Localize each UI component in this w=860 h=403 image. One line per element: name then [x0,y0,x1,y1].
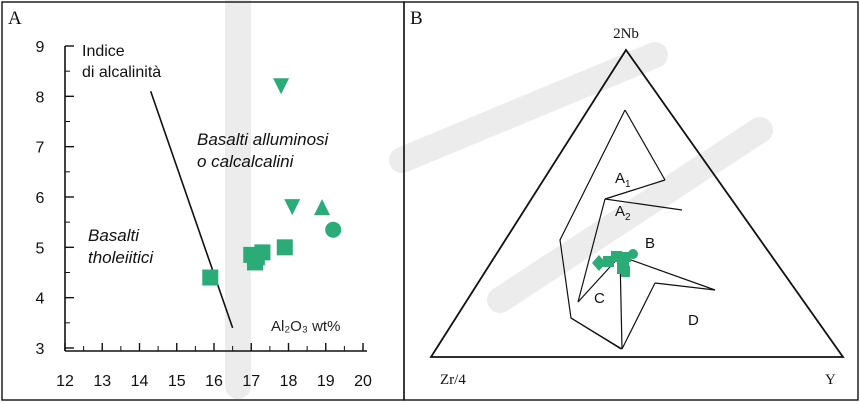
y-tick-label: 8 [36,89,45,106]
data-point-square [246,254,263,271]
panel-a-letter: A [8,8,22,29]
boundary-b-d [619,255,716,291]
axis-ticks [64,45,364,351]
field-boundaries [559,109,716,350]
dividing-line [149,91,234,329]
field-label-c: C [594,290,605,307]
line-label-alcalinita: di alcalinità [82,64,161,81]
field-label-a2-main: A [615,203,625,220]
ternary-marker-circle [628,249,638,259]
panel-b-chart: 2Nb Zr/4 Y A1 A2 B C D [429,26,845,388]
data-markers [202,78,342,286]
boundary-d-inner [654,282,716,291]
field-label-a1-main: A [615,170,625,187]
boundary-a2-left [577,198,606,303]
apex-top-label: 2Nb [613,26,639,42]
region-label-tholeiitici: tholeiitici [88,248,154,267]
x-axis-label: Al₂O₃ wt% [271,318,340,335]
data-point-triangle-down [284,199,301,216]
panel-b-letter: B [410,8,423,29]
ternary-marker-square [611,251,622,262]
field-label-d: D [688,312,699,329]
boundary-c-bottom [570,317,623,350]
apex-left-label: Zr/4 [440,372,466,388]
x-tick-label: 14 [131,373,149,390]
boundary-a2-b [604,198,683,211]
field-label-a1-sub: 1 [625,179,631,190]
region-label-calcalcalini: o calcalcalini [197,152,295,171]
region-label-basalti: Basalti [88,226,140,245]
line-label-indice: Indice [82,43,125,60]
y-tick-label: 7 [36,140,45,157]
watermark-stroke [487,117,773,313]
data-point-triangle-down [273,78,290,95]
panel-a-chart: 12 13 14 15 16 17 18 19 20 3 4 5 6 7 8 9 Indice di alca… [36,39,372,390]
x-tick-label: 15 [168,373,186,390]
boundary-apex-a1 [624,109,666,181]
field-label-a2: A2 [615,203,631,223]
x-tick-label: 18 [280,373,298,390]
ternary-marker-square [621,252,631,262]
y-tick-label: 3 [36,341,45,358]
y-tick-label: 4 [36,291,45,308]
x-tick-label: 13 [93,373,111,390]
ternary-marker-diamond [592,255,606,271]
x-tick-label: 12 [56,373,74,390]
y-tick-label: 5 [36,240,45,257]
x-tick-label: 16 [205,373,223,390]
x-tick-label: 17 [242,373,260,390]
panel-b-frame [403,1,859,401]
y-tick-label: 9 [36,39,45,56]
data-point-square [202,269,219,286]
apex-right-label: Y [825,372,836,388]
boundary-d-inner2 [621,282,656,350]
ternary-triangle [429,48,845,358]
data-point-triangle-up [314,199,331,216]
region-label-alluminosi: Basalti alluminosi [197,130,330,149]
x-tick-label: 20 [354,373,372,390]
y-tick-label: 6 [36,190,45,207]
ternary-marker-square [621,266,630,277]
watermark-stroke [389,42,668,173]
x-tick-label: 19 [317,373,335,390]
field-label-a2-sub: 2 [625,212,631,223]
ternary-data-markers [592,249,638,277]
field-label-b: B [645,235,655,252]
boundary-a1-a2 [604,179,666,200]
ternary-marker-square [603,256,614,267]
axis-tick-labels: 12 13 14 15 16 17 18 19 20 3 4 5 6 7 8 9 [36,39,372,390]
field-label-a1: A1 [615,170,631,190]
watermark [225,0,773,399]
panel-a-frame [1,1,405,401]
data-point-circle [325,221,342,238]
data-point-square [276,239,293,256]
